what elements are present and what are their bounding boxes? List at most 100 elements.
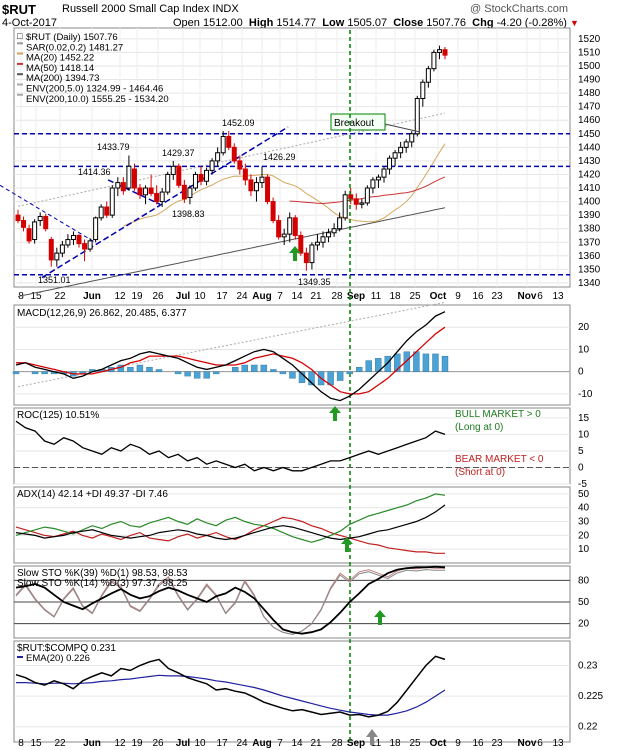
price-annotation: 1351.01 bbox=[38, 275, 71, 285]
bull-market-label: BULL MARKET > 0 bbox=[455, 409, 541, 420]
candle-body bbox=[326, 232, 332, 238]
up-arrow-icon bbox=[341, 537, 353, 552]
candle-body bbox=[21, 220, 27, 228]
close-label: Close bbox=[393, 17, 424, 29]
candle-body bbox=[43, 215, 49, 230]
candle-body bbox=[37, 215, 43, 222]
x-tick-label-bottom: Sep bbox=[347, 738, 365, 749]
candle-body bbox=[342, 194, 348, 219]
x-tick-label-bottom: 10 bbox=[194, 738, 206, 749]
y-tick-label: 1490 bbox=[578, 75, 601, 86]
candle-body bbox=[381, 168, 387, 178]
price-annotation: 1433.79 bbox=[97, 142, 130, 152]
x-tick-label: 18 bbox=[389, 291, 401, 302]
panel-frame-3 bbox=[13, 486, 571, 564]
y-tick-label: 1400 bbox=[578, 197, 601, 208]
x-tick-label-bottom: 25 bbox=[409, 738, 421, 749]
x-tick-label-bottom: 13 bbox=[552, 738, 564, 749]
candle-body bbox=[115, 182, 121, 189]
histogram-bar bbox=[394, 353, 401, 372]
x-tick-label-bottom: Nov bbox=[518, 738, 537, 749]
candle-body bbox=[137, 187, 143, 196]
y-tick-label: 1510 bbox=[578, 47, 601, 58]
y-tick-label: 1460 bbox=[578, 115, 601, 126]
candle-body bbox=[82, 243, 88, 250]
y-tick-label: 1370 bbox=[578, 237, 601, 248]
y-tick-label: 1420 bbox=[578, 169, 601, 180]
candle-body bbox=[126, 165, 132, 189]
candle-body bbox=[198, 173, 204, 182]
histogram-bar bbox=[279, 371, 287, 375]
candle-body bbox=[226, 135, 232, 148]
histogram-bar bbox=[41, 371, 48, 375]
candle-body bbox=[253, 182, 259, 192]
candle-body bbox=[26, 228, 32, 242]
histogram-bar bbox=[356, 367, 363, 372]
x-tick-label-bottom: 6 bbox=[537, 738, 543, 749]
y-tick-label: 30 bbox=[578, 517, 590, 528]
candle-body bbox=[364, 187, 370, 204]
candle-body bbox=[148, 187, 154, 194]
x-tick-label: 10 bbox=[194, 291, 206, 302]
x-tick-label: 7 bbox=[277, 291, 283, 302]
candle-body bbox=[259, 176, 265, 184]
index-name: Russell 2000 Small Cap Index INDX bbox=[62, 3, 239, 15]
candle-body bbox=[398, 146, 404, 154]
y-tick-label: 1470 bbox=[578, 102, 601, 113]
y-tick-label: 0 bbox=[578, 462, 584, 473]
price-annotation: 1452.09 bbox=[222, 118, 255, 128]
y-tick-label: 5 bbox=[578, 446, 584, 457]
legend-swatch bbox=[17, 73, 23, 76]
x-tick-label-bottom: 18 bbox=[389, 738, 401, 749]
candle-body bbox=[104, 206, 110, 216]
x-tick-label-bottom: Oct bbox=[430, 738, 447, 749]
candle-body bbox=[303, 252, 309, 264]
candle-body bbox=[48, 239, 54, 261]
candle-body bbox=[414, 98, 420, 135]
x-tick-label-bottom: 22 bbox=[54, 738, 66, 749]
macd-line bbox=[15, 311, 446, 402]
legend-entry: $RUT (Daily) 1507.76 bbox=[26, 32, 118, 43]
bear-market-label: BEAR MARKET < 0 bbox=[455, 454, 544, 465]
candle-body bbox=[170, 165, 176, 175]
candle-body bbox=[431, 51, 437, 70]
x-tick-label: Jun bbox=[83, 291, 101, 302]
x-tick-label-bottom: 26 bbox=[152, 738, 164, 749]
candle-body bbox=[337, 217, 343, 230]
legend-entry: MA(50) 1418.14 bbox=[26, 63, 94, 74]
y-tick-label: 10 bbox=[578, 429, 590, 440]
y-tick-label: 10 bbox=[578, 344, 590, 355]
legend-swatch bbox=[17, 83, 23, 86]
legend-entry: SAR(0.02,0.2) 1481.27 bbox=[26, 42, 123, 53]
panel-frame-0 bbox=[13, 27, 571, 288]
y-tick-label: 1440 bbox=[578, 142, 601, 153]
x-tick-label-bottom: 24 bbox=[236, 738, 248, 749]
x-tick-label-bottom: 11 bbox=[371, 738, 382, 749]
histogram-bar bbox=[203, 371, 210, 379]
y-tick-label: 10 bbox=[578, 544, 590, 555]
price-annotation: 1398.83 bbox=[172, 209, 205, 219]
histogram-bar bbox=[174, 371, 182, 375]
candle-body bbox=[120, 182, 126, 192]
candle-body bbox=[181, 184, 187, 200]
y-tick-label: 1520 bbox=[578, 34, 601, 45]
ratio-line bbox=[15, 655, 446, 718]
histogram-bar bbox=[146, 367, 153, 372]
y-tick-label: 1390 bbox=[578, 210, 601, 221]
x-tick-label-bottom: 7 bbox=[277, 738, 283, 749]
y-tick-label: 0.22 bbox=[578, 722, 598, 733]
histogram-bar bbox=[346, 371, 353, 375]
candle-body bbox=[159, 191, 165, 203]
histogram-bar bbox=[441, 355, 449, 372]
roc-line bbox=[15, 420, 446, 472]
up-arrow-icon bbox=[329, 406, 341, 421]
x-tick-label: 12 bbox=[114, 291, 126, 302]
x-tick-label: 14 bbox=[291, 291, 303, 302]
x-tick-label: 16 bbox=[472, 291, 484, 302]
candle-body bbox=[420, 81, 426, 100]
sto-title: Slow STO %K(39) %D(1) 98.53, 98.53 bbox=[17, 568, 188, 579]
candle-body bbox=[143, 187, 149, 196]
candle-body bbox=[154, 192, 160, 203]
candle-body bbox=[76, 234, 82, 245]
histogram-bar bbox=[403, 351, 411, 372]
